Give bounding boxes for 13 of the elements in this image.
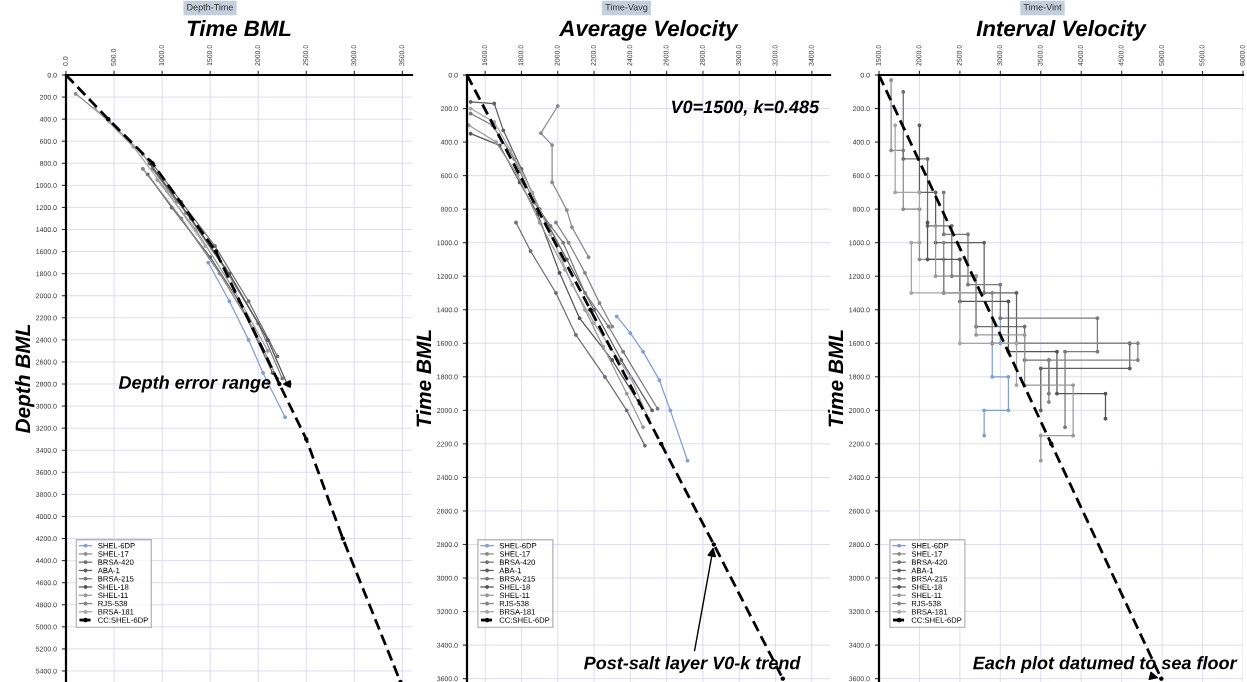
annotation: Each plot datumed to sea floor [973,656,1238,673]
y-axis-title: Time BML [827,330,844,427]
chart-title: Average Velocity [558,20,739,41]
chart-title: Interval Velocity [976,20,1147,41]
chart-subtitle: Time-Vint [1023,3,1062,11]
annotation: Depth error range [118,375,271,393]
annotation: Post-salt layer V0-k trend [584,656,801,673]
chart-title: Time BML [187,20,291,37]
chart-subtitle: Depth-Time [187,3,234,13]
y-axis-title: Depth BML [14,324,35,434]
annotation: V0=1500, k=0.485 [672,99,820,116]
chart-subtitle: Time-Vavg [605,3,648,13]
y-axis-title: Time BML [415,330,432,427]
